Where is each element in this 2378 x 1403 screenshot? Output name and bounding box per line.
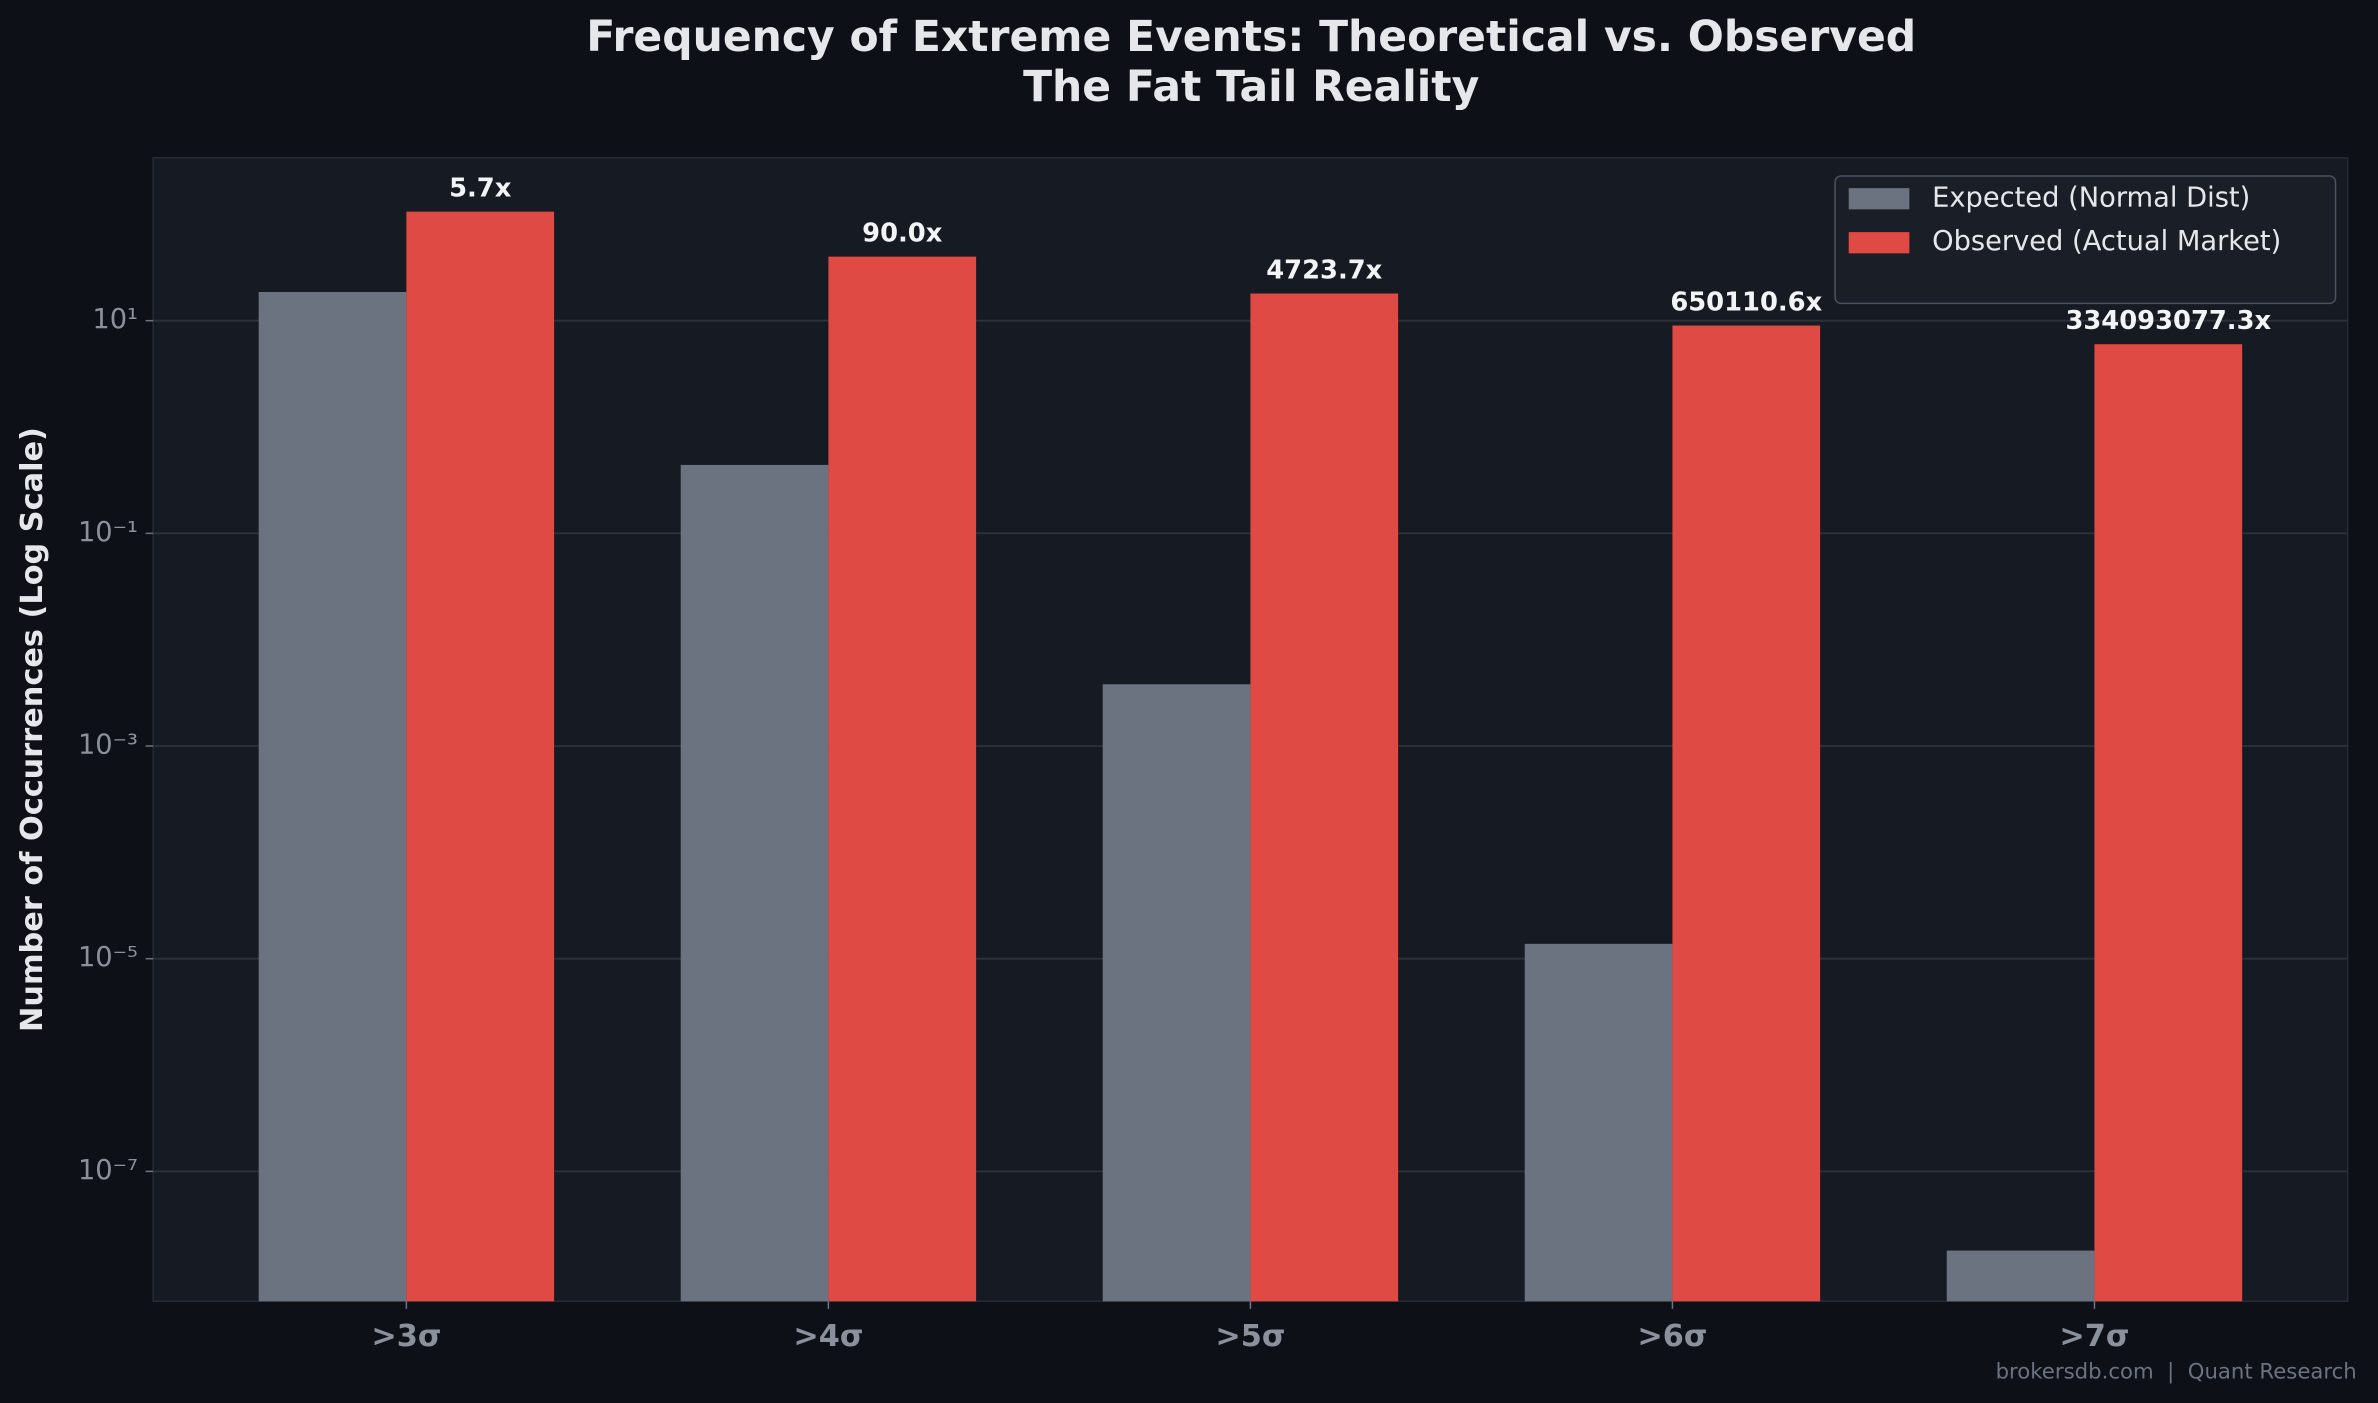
bar	[1250, 293, 1399, 1302]
bar	[2094, 344, 2243, 1302]
ratio-label: 5.7x	[449, 173, 512, 203]
x-tick-label: >3σ	[371, 1319, 441, 1354]
ratio-label: 4723.7x	[1266, 255, 1382, 285]
ratio-label: 334093077.3x	[2065, 306, 2271, 336]
legend-box	[1834, 175, 2337, 305]
x-tick-label: >5σ	[1215, 1319, 1285, 1354]
legend-label: Observed (Actual Market)	[1932, 226, 2281, 257]
chart-subtitle: The Fat Tail Reality	[1023, 63, 1479, 112]
bar	[1672, 325, 1821, 1302]
bar	[828, 256, 977, 1302]
y-tick-label: 10¹	[92, 304, 138, 335]
y-tick-label: 10⁻¹	[78, 517, 138, 548]
bar	[406, 211, 555, 1302]
bar	[258, 292, 407, 1302]
bar	[1524, 943, 1673, 1302]
x-tick-label: >4σ	[793, 1319, 863, 1354]
ratio-label: 90.0x	[862, 218, 943, 248]
y-tick-label: 10⁻⁷	[78, 1155, 138, 1186]
ratio-label: 650110.6x	[1670, 287, 1822, 317]
legend-swatch	[1848, 188, 1910, 210]
footer: brokersdb.com | Quant Research	[1996, 1360, 2357, 1385]
y-tick-label: 10⁻³	[78, 730, 138, 761]
x-tick-label: >7σ	[2059, 1319, 2129, 1354]
x-tick-label: >6σ	[1637, 1319, 1707, 1354]
bar	[1946, 1250, 2095, 1302]
chart-title: Frequency of Extreme Events: Theoretical…	[586, 13, 1916, 62]
legend-swatch	[1848, 232, 1910, 254]
bar	[680, 464, 829, 1302]
legend-label: Expected (Normal Dist)	[1932, 182, 2250, 213]
y-tick-label: 10⁻⁵	[78, 942, 138, 973]
bar	[1102, 684, 1251, 1302]
y-axis-label: Number of Occurrences (Log Scale)	[15, 427, 50, 1032]
